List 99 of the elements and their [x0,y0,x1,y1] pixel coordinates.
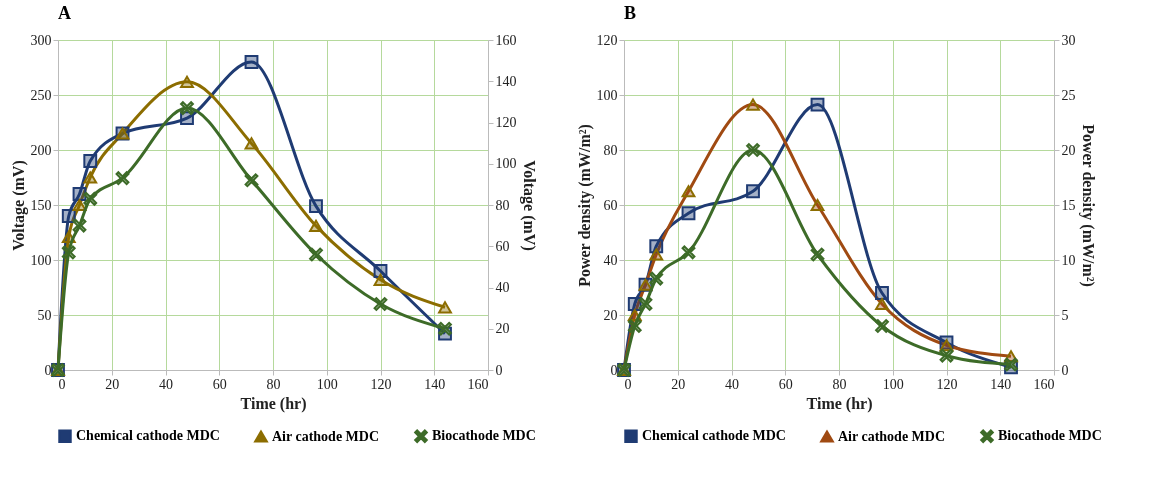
y2-tick-label: 100 [495,156,517,172]
point [309,199,323,214]
point [810,97,825,112]
x-tick-label: 60 [778,376,793,392]
point [244,173,259,188]
point [244,55,259,69]
y2-tick-label: 0 [495,362,503,378]
y2-axis-title: Power density (mW/m²) [1078,124,1097,287]
x-tick-label: 120 [936,376,958,392]
y2-tick-label: 80 [495,197,510,213]
x-tick-label: 80 [832,376,847,392]
y-tick-label: 80 [603,142,618,158]
x-tick-label: 40 [725,376,739,392]
y-tick-label: 50 [37,307,52,323]
x-tick-label: 0 [58,376,66,392]
point [746,98,760,111]
x-tick-label: 40 [159,376,173,392]
y-tick-label: 20 [603,307,618,323]
y2-tick-label: 20 [1061,142,1076,158]
point [61,209,76,223]
y-tick-label: 200 [30,142,52,158]
legend-label: Chemical cathode MDC [642,428,786,444]
y2-tick-label: 160 [495,32,517,48]
point [681,185,696,198]
chart-title: B [624,3,637,23]
point [83,191,98,206]
point [438,301,452,314]
x-tick-label: 100 [316,376,338,392]
point [875,286,889,300]
x-tick-label: 20 [105,376,120,392]
point [681,206,696,221]
legend-label: Biocathode MDC [998,428,1102,444]
y-tick-label: 40 [603,252,618,268]
y-tick-label: 60 [603,197,618,213]
y2-tick-label: 0 [1061,362,1069,378]
y-tick-label: 100 [596,87,618,103]
y-tick-label: 250 [30,87,52,103]
y2-tick-label: 15 [1061,197,1076,213]
y2-axis-title: Voltage (mV) [519,160,538,251]
point [649,248,664,261]
point [72,218,87,233]
legend-label: Biocathode MDC [432,428,536,444]
y2-tick-label: 120 [495,115,517,130]
chart-title: A [58,3,71,23]
point [638,297,653,311]
point [438,321,452,336]
x-tick-label: 20 [671,376,686,392]
x-tick-label: 80 [266,376,281,392]
point [810,247,825,262]
x-tick-label: 160 [467,376,489,392]
legend-label: Air cathode MDC [838,428,946,444]
point [180,101,194,115]
point [373,273,388,286]
point [309,247,323,262]
y2-tick-label: 10 [1061,252,1076,268]
point [61,245,76,260]
y2-tick-label: 5 [1061,307,1069,323]
y-tick-label: 150 [30,197,52,213]
y-tick-label: 300 [30,32,52,48]
point [373,297,388,311]
point [627,319,642,333]
y-tick-label: 0 [610,362,618,378]
point [83,154,98,168]
point [649,239,664,254]
y2-tick-label: 30 [1061,32,1076,48]
point [244,137,259,150]
point [681,245,696,260]
x-axis-title: Time (hr) [806,394,873,413]
x-tick-label: 60 [212,376,227,392]
x-tick-label: 140 [424,376,446,392]
point [180,75,194,88]
point [875,319,889,333]
y-tick-label: 100 [30,252,52,268]
point [746,143,760,157]
x-axis-title: Time (hr) [240,394,307,413]
y2-tick-label: 60 [495,238,510,254]
x-tick-label: 120 [370,376,392,392]
point [810,198,825,212]
y-axis-title: Power density (mW/m²) [575,124,594,287]
y-tick-label: 0 [44,362,52,378]
x-tick-label: 0 [624,376,632,392]
legend-label: Air cathode MDC [272,428,380,444]
x-tick-label: 160 [1033,376,1055,392]
y-axis-title: Voltage (mV) [9,160,28,251]
point [939,348,954,363]
y-tick-label: 120 [596,32,618,48]
point [309,219,323,233]
point [83,171,98,184]
y2-tick-label: 40 [495,280,510,295]
y2-tick-label: 140 [495,73,517,89]
y2-tick-label: 25 [1061,87,1076,103]
point [649,271,664,286]
legend-label: Chemical cathode MDC [76,428,220,444]
point [875,297,889,311]
point [115,171,130,186]
point [746,184,760,199]
x-tick-label: 100 [882,376,904,392]
x-tick-label: 140 [990,376,1012,392]
y2-tick-label: 20 [495,321,510,337]
